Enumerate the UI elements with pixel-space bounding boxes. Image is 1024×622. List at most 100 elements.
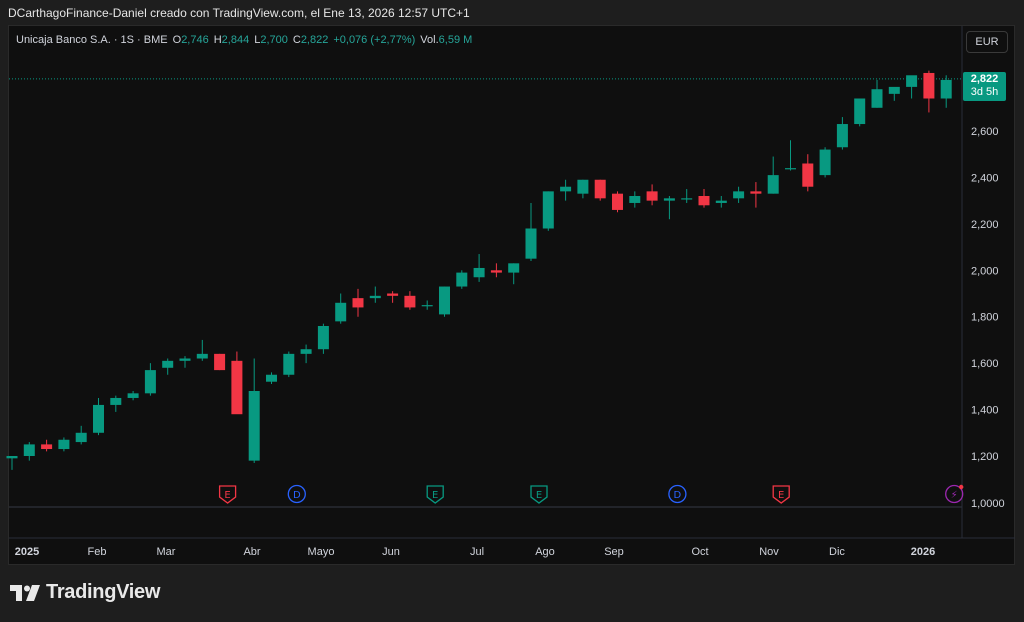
open-label: O [172,34,182,46]
change-value: +0,076 (+2,77%) [333,34,416,46]
time-tick-label: Mayo [308,546,335,558]
candle-up[interactable] [940,79,952,99]
event-marker-label: E [778,490,784,501]
candle-up[interactable] [871,89,883,108]
candle-up[interactable] [6,456,18,459]
price-tick-label: 1,400 [971,405,999,417]
symbol-legend: Unicaja Banco S.A. · 1S · BME O 2,746 H … [16,34,472,46]
candle-up[interactable] [629,196,641,203]
time-tick-label: 2025 [15,546,39,558]
candle-up[interactable] [421,305,433,307]
volume-value: 6,59 M [438,34,473,46]
event-marker-label: ⚡ [951,490,958,501]
candle-up[interactable] [456,272,468,287]
candle-down[interactable] [352,298,364,308]
event-marker-label: E [432,490,438,501]
time-tick-label: Jul [470,546,484,558]
candle-down[interactable] [612,193,623,210]
chart-frame [8,25,1015,565]
candle-up[interactable] [248,391,260,461]
candle-down[interactable] [802,163,814,187]
time-tick-label: Dic [829,546,845,558]
candle-down[interactable] [387,293,399,296]
candle-up[interactable] [335,302,347,322]
candle-up[interactable] [854,98,866,125]
time-tick-label: Oct [691,546,708,558]
candle-down[interactable] [490,270,502,273]
candle-down[interactable] [646,191,658,201]
last-price-tag: 2,822 3d 5h [963,72,1006,101]
price-tick-label: 2,000 [971,265,999,277]
time-tick-label: Sep [604,546,624,558]
time-tick-label: Jun [382,546,400,558]
candle-up[interactable] [93,404,104,433]
candle-up[interactable] [266,374,277,382]
logo-text: TradingView [46,581,161,603]
candle-up[interactable] [767,175,779,194]
dividend-icon[interactable] [287,484,306,504]
price-tick-label: 1,800 [971,312,999,324]
event-marker-label: D [674,490,682,501]
candle-down[interactable] [41,444,53,450]
candle-down[interactable] [404,295,416,308]
split-notification-dot [959,484,964,490]
dividend-icon[interactable] [668,484,687,504]
currency-button[interactable]: EUR [966,31,1008,53]
candle-up[interactable] [317,326,329,350]
symbol-name[interactable]: Unicaja Banco S.A. · 1S · BME [16,34,168,46]
candle-up[interactable] [300,349,312,354]
candle-up[interactable] [473,267,485,278]
candle-down[interactable] [231,360,243,415]
earnings-icon[interactable] [426,485,444,504]
candle-up[interactable] [508,263,520,273]
low-label: L [254,34,261,46]
candle-up[interactable] [75,432,87,443]
candle-up[interactable] [888,86,900,94]
bar-countdown: 3d 5h [970,86,999,98]
candle-up[interactable] [733,191,745,199]
open-value: 2,746 [181,34,209,46]
candle-up[interactable] [577,179,589,194]
candle-up[interactable] [836,124,848,148]
candle-down[interactable] [750,191,762,194]
candle-up[interactable] [785,168,796,170]
earnings-icon[interactable] [218,485,237,504]
candle-up[interactable] [819,149,831,176]
candle-up[interactable] [542,191,554,229]
event-marker-label: D [293,490,301,501]
candle-up[interactable] [144,370,156,394]
candle-up[interactable] [162,360,174,368]
high-value: 2,844 [221,34,250,46]
earnings-icon[interactable] [530,485,548,504]
candle-up[interactable] [196,353,208,359]
candle-up[interactable] [663,198,675,201]
candle-up[interactable] [439,286,450,315]
event-marker-label: E [536,490,542,501]
candle-up[interactable] [369,295,381,299]
last-price: 2,822 [970,73,999,85]
candle-up[interactable] [58,439,70,450]
close-value: 2,822 [300,34,329,46]
candle-down[interactable] [698,196,710,206]
candle-up[interactable] [127,393,139,398]
price-tick-label: 1,600 [971,358,999,370]
candle-up[interactable] [179,358,191,361]
candle-up[interactable] [906,75,918,87]
candle-down[interactable] [594,179,606,199]
candle-up[interactable] [525,228,537,259]
candle-up[interactable] [283,353,295,375]
candle-up[interactable] [560,186,572,192]
candle-down[interactable] [923,72,935,99]
candle-up[interactable] [23,444,35,456]
earnings-icon[interactable] [772,485,790,504]
candle-up[interactable] [681,198,693,200]
tradingview-logo[interactable]: TradingView [10,581,160,604]
time-tick-label: Mar [157,546,176,558]
candle-down[interactable] [214,353,226,371]
price-tick-label: 2,400 [971,172,999,184]
candle-up[interactable] [110,397,122,405]
close-label: C [292,34,301,46]
split-icon[interactable] [945,484,964,504]
candle-up[interactable] [715,200,727,203]
